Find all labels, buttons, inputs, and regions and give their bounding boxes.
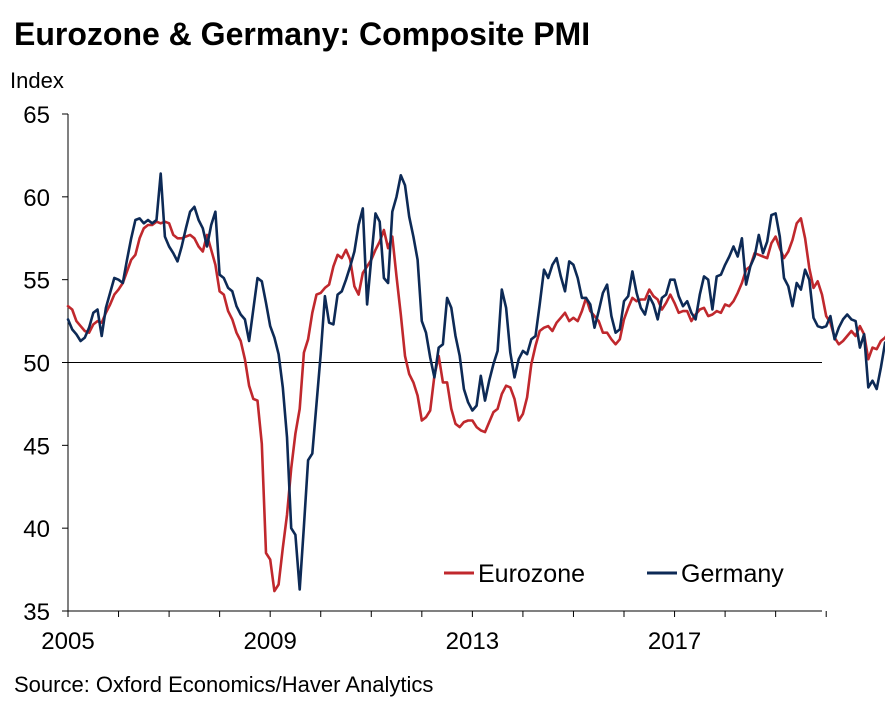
legend-label-eurozone: Eurozone [478, 560, 585, 588]
y-tick-label: 65 [23, 102, 50, 129]
legend-label-germany: Germany [681, 560, 784, 588]
series-group [66, 172, 885, 593]
y-tick-label: 40 [23, 516, 50, 543]
y-axis-label: Index [10, 68, 64, 93]
x-tick-label: 2009 [243, 628, 296, 655]
chart-title: Eurozone & Germany: Composite PMI [14, 16, 590, 52]
gridlines [67, 114, 822, 612]
y-tick-label: 50 [23, 351, 50, 378]
x-tick-label: 2013 [446, 628, 499, 655]
x-tick-label: 2017 [648, 628, 701, 655]
series-line-eurozone [66, 217, 885, 593]
source-note: Source: Oxford Economics/Haver Analytics [14, 672, 433, 697]
y-tick-label: 60 [23, 185, 50, 212]
y-axis: 35 40 45 50 55 60 65 [23, 102, 68, 626]
y-tick-label: 45 [23, 433, 50, 460]
legend: Eurozone Germany [444, 560, 784, 588]
x-tick-label: 2005 [41, 628, 94, 655]
y-tick-label: 55 [23, 268, 50, 295]
y-tick-label: 35 [23, 599, 50, 626]
series-line-germany [66, 172, 885, 591]
x-axis: 2005 2009 2013 2017 [41, 611, 827, 655]
